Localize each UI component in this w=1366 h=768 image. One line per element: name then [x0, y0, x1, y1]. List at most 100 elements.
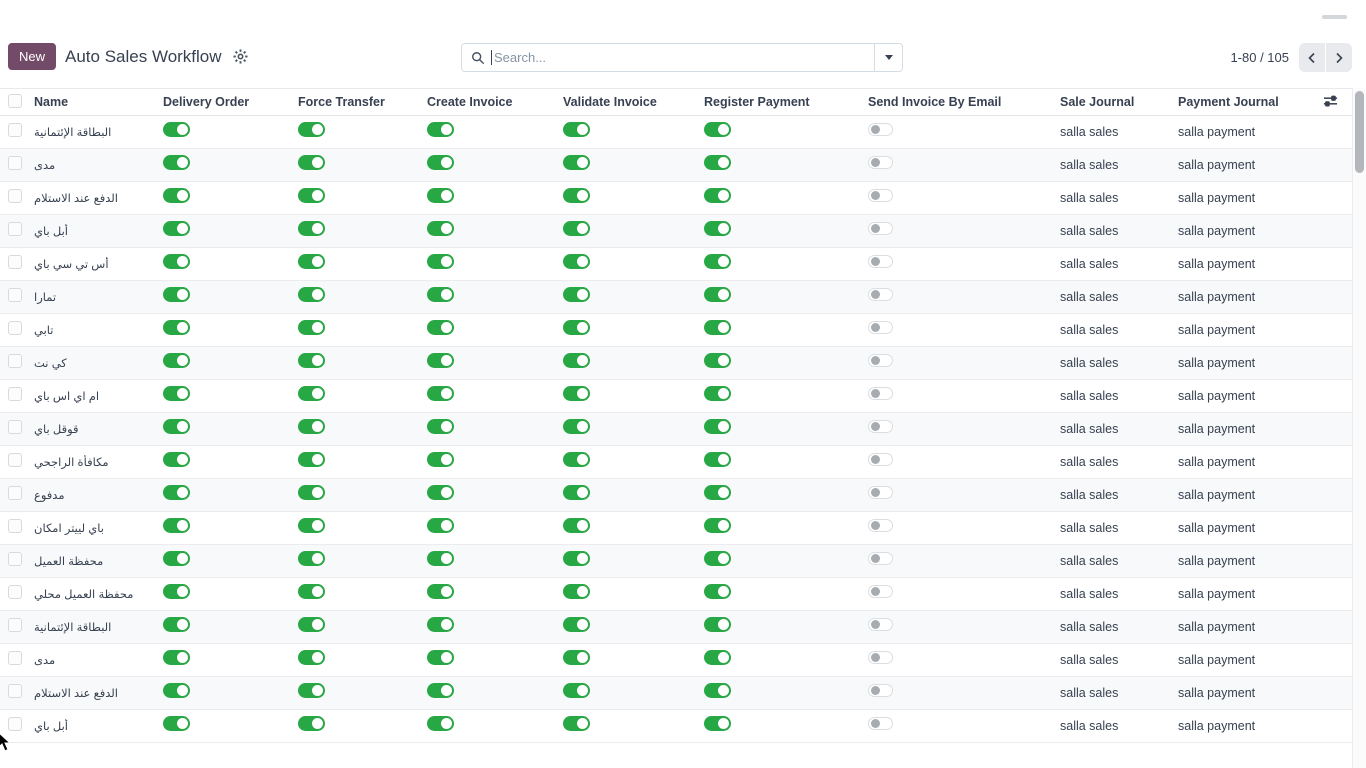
force-transfer-toggle[interactable]	[298, 353, 325, 368]
validate-invoice-toggle[interactable]	[563, 122, 590, 137]
register-payment-toggle[interactable]	[704, 320, 731, 335]
create-invoice-toggle[interactable]	[427, 320, 454, 335]
column-header-payment-journal[interactable]: Payment Journal	[1178, 95, 1279, 109]
delivery-order-toggle[interactable]	[163, 155, 190, 170]
register-payment-toggle[interactable]	[704, 188, 731, 203]
row-checkbox[interactable]	[8, 650, 22, 665]
register-payment-toggle[interactable]	[704, 584, 731, 599]
force-transfer-toggle[interactable]	[298, 287, 325, 302]
validate-invoice-toggle[interactable]	[563, 617, 590, 632]
force-transfer-toggle[interactable]	[298, 452, 325, 467]
register-payment-toggle[interactable]	[704, 518, 731, 533]
register-payment-toggle[interactable]	[704, 716, 731, 731]
create-invoice-toggle[interactable]	[427, 584, 454, 599]
send-invoice-by-email-toggle[interactable]	[868, 486, 893, 499]
delivery-order-toggle[interactable]	[163, 683, 190, 698]
force-transfer-toggle[interactable]	[298, 419, 325, 434]
delivery-order-toggle[interactable]	[163, 353, 190, 368]
scrollbar-thumb[interactable]	[1355, 91, 1364, 173]
delivery-order-toggle[interactable]	[163, 287, 190, 302]
send-invoice-by-email-toggle[interactable]	[868, 222, 893, 235]
create-invoice-toggle[interactable]	[427, 551, 454, 566]
register-payment-toggle[interactable]	[704, 254, 731, 269]
row-checkbox[interactable]	[8, 683, 22, 698]
validate-invoice-toggle[interactable]	[563, 419, 590, 434]
delivery-order-toggle[interactable]	[163, 485, 190, 500]
validate-invoice-toggle[interactable]	[563, 254, 590, 269]
row-checkbox[interactable]	[8, 287, 22, 302]
delivery-order-toggle[interactable]	[163, 518, 190, 533]
register-payment-toggle[interactable]	[704, 683, 731, 698]
row-checkbox[interactable]	[8, 716, 22, 731]
delivery-order-toggle[interactable]	[163, 551, 190, 566]
register-payment-toggle[interactable]	[704, 650, 731, 665]
row-checkbox[interactable]	[8, 320, 22, 335]
row-checkbox[interactable]	[8, 452, 22, 467]
register-payment-toggle[interactable]	[704, 419, 731, 434]
create-invoice-toggle[interactable]	[427, 650, 454, 665]
row-checkbox[interactable]	[8, 584, 22, 599]
send-invoice-by-email-toggle[interactable]	[868, 123, 893, 136]
create-invoice-toggle[interactable]	[427, 518, 454, 533]
create-invoice-toggle[interactable]	[427, 353, 454, 368]
row-checkbox[interactable]	[8, 485, 22, 500]
column-header-delivery-order[interactable]: Delivery Order	[163, 95, 250, 109]
row-checkbox[interactable]	[8, 155, 22, 170]
row-checkbox[interactable]	[8, 518, 22, 533]
table-row[interactable]: مكافأة الراجحي salla sales salla payment	[0, 446, 1352, 479]
row-checkbox[interactable]	[8, 386, 22, 401]
create-invoice-toggle[interactable]	[427, 716, 454, 731]
validate-invoice-toggle[interactable]	[563, 518, 590, 533]
table-row[interactable]: مدى salla sales salla payment	[0, 149, 1352, 182]
send-invoice-by-email-toggle[interactable]	[868, 387, 893, 400]
create-invoice-toggle[interactable]	[427, 221, 454, 236]
delivery-order-toggle[interactable]	[163, 716, 190, 731]
validate-invoice-toggle[interactable]	[563, 716, 590, 731]
validate-invoice-toggle[interactable]	[563, 683, 590, 698]
create-invoice-toggle[interactable]	[427, 617, 454, 632]
force-transfer-toggle[interactable]	[298, 617, 325, 632]
create-invoice-toggle[interactable]	[427, 419, 454, 434]
force-transfer-toggle[interactable]	[298, 188, 325, 203]
validate-invoice-toggle[interactable]	[563, 386, 590, 401]
validate-invoice-toggle[interactable]	[563, 320, 590, 335]
table-row[interactable]: تابي salla sales salla payment	[0, 314, 1352, 347]
column-header-name[interactable]: Name	[34, 95, 69, 109]
send-invoice-by-email-toggle[interactable]	[868, 453, 893, 466]
validate-invoice-toggle[interactable]	[563, 353, 590, 368]
pager-previous-button[interactable]	[1299, 43, 1325, 72]
delivery-order-toggle[interactable]	[163, 650, 190, 665]
register-payment-toggle[interactable]	[704, 287, 731, 302]
create-invoice-toggle[interactable]	[427, 452, 454, 467]
delivery-order-toggle[interactable]	[163, 188, 190, 203]
force-transfer-toggle[interactable]	[298, 386, 325, 401]
send-invoice-by-email-toggle[interactable]	[868, 651, 893, 664]
send-invoice-by-email-toggle[interactable]	[868, 156, 893, 169]
gear-icon[interactable]	[233, 49, 248, 64]
create-invoice-toggle[interactable]	[427, 683, 454, 698]
column-header-send-invoice-by-email[interactable]: Send Invoice By Email	[868, 95, 1002, 109]
table-row[interactable]: الدفع عند الاستلام salla sales salla pay…	[0, 677, 1352, 710]
delivery-order-toggle[interactable]	[163, 386, 190, 401]
send-invoice-by-email-toggle[interactable]	[868, 354, 893, 367]
send-invoice-by-email-toggle[interactable]	[868, 585, 893, 598]
send-invoice-by-email-toggle[interactable]	[868, 255, 893, 268]
table-row[interactable]: تمارا salla sales salla payment	[0, 281, 1352, 314]
row-checkbox[interactable]	[8, 551, 22, 566]
validate-invoice-toggle[interactable]	[563, 485, 590, 500]
table-row[interactable]: الدفع عند الاستلام salla sales salla pay…	[0, 182, 1352, 215]
register-payment-toggle[interactable]	[704, 485, 731, 500]
force-transfer-toggle[interactable]	[298, 320, 325, 335]
validate-invoice-toggle[interactable]	[563, 650, 590, 665]
force-transfer-toggle[interactable]	[298, 716, 325, 731]
register-payment-toggle[interactable]	[704, 155, 731, 170]
send-invoice-by-email-toggle[interactable]	[868, 189, 893, 202]
table-row[interactable]: البطاقة الإئتمانية salla sales salla pay…	[0, 116, 1352, 149]
validate-invoice-toggle[interactable]	[563, 287, 590, 302]
delivery-order-toggle[interactable]	[163, 452, 190, 467]
force-transfer-toggle[interactable]	[298, 221, 325, 236]
table-row[interactable]: كي نت salla sales salla payment	[0, 347, 1352, 380]
row-checkbox[interactable]	[8, 254, 22, 269]
force-transfer-toggle[interactable]	[298, 551, 325, 566]
table-row[interactable]: البطاقة الإئتمانية salla sales salla pay…	[0, 611, 1352, 644]
